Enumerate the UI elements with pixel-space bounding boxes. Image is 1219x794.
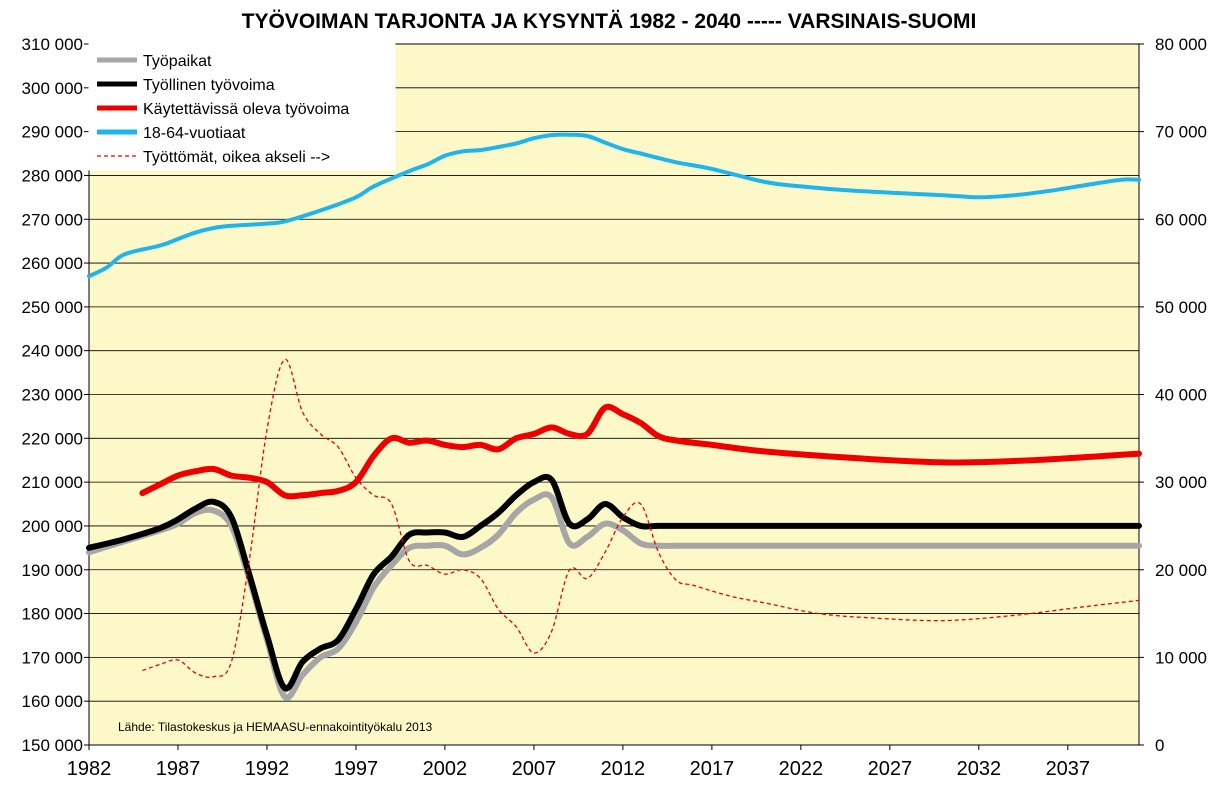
y2-tick-label: 20 000 — [1155, 561, 1207, 580]
y-tick-label: 250 000 — [22, 298, 83, 317]
series-line-1 — [86, 473, 1142, 692]
x-tick-label: 1992 — [245, 758, 290, 780]
y2-tick-label: 80 000 — [1155, 35, 1207, 54]
y-tick-label: 310 000 — [22, 35, 83, 54]
legend-label-3: 18-64-vuotiaat — [143, 125, 246, 142]
y-tick-label: 180 000 — [22, 605, 83, 624]
y2-tick-label: 0 — [1155, 736, 1164, 755]
y-tick-label: 280 000 — [22, 166, 83, 185]
x-axis: 1982 1987 1992 1997 2002 2007 2012 2017 2022 2027… — [67, 745, 1090, 780]
x-tick-label: 2012 — [601, 758, 646, 780]
x-tick-label: 1997 — [334, 758, 379, 780]
x-tick-label: 1987 — [156, 758, 201, 780]
legend-label-1: Työllinen työvoima — [143, 77, 275, 94]
y-tick-label: 150 000 — [22, 736, 83, 755]
y-tick-label: 160 000 — [22, 692, 83, 711]
y2-tick-label: 50 000 — [1155, 298, 1207, 317]
x-tick-label: 2037 — [1046, 758, 1091, 780]
y-tick-label: 190 000 — [22, 561, 83, 580]
y2-tick-label: 30 000 — [1155, 473, 1207, 492]
series-layer — [86, 132, 1142, 701]
x-tick-label: 2022 — [779, 758, 824, 780]
y2-tick-label: 70 000 — [1155, 123, 1207, 142]
legend-label-0: Työpaikat — [143, 53, 212, 70]
y-tick-label: 270 000 — [22, 210, 83, 229]
x-tick-label: 1982 — [67, 758, 112, 780]
legend: Työpaikat Työllinen työvoima Käytettävissä… — [88, 43, 396, 171]
y-tick-label: 260 000 — [22, 254, 83, 273]
series-line-4 — [142, 358, 1140, 678]
legend-box — [88, 43, 396, 171]
source-note: Lähde: Tilastokeskus ja HEMAASU-ennakoin… — [118, 720, 433, 734]
y-tick-label: 170 000 — [22, 648, 83, 667]
x-tick-label: 2007 — [512, 758, 557, 780]
y-tick-label: 230 000 — [22, 386, 83, 405]
y2-tick-label: 40 000 — [1155, 386, 1207, 405]
x-tick-label: 2027 — [868, 758, 913, 780]
y-tick-label: 220 000 — [22, 429, 83, 448]
series-line-3 — [87, 132, 1141, 279]
series-line-2 — [139, 403, 1142, 500]
legend-label-4: Työttömät, oikea akseli --> — [143, 149, 330, 166]
y-axis-right: 0 10 000 20 000 30 000 40 000 50 000 60 000 70 … — [1139, 35, 1207, 755]
y-axis-left: 150 000 160 000 170 000 180 000 190 000 200 0… — [22, 35, 83, 755]
gridlines — [84, 43, 1139, 746]
y-tick-label: 210 000 — [22, 473, 83, 492]
y-tick-label: 200 000 — [22, 517, 83, 536]
y-tick-label: 300 000 — [22, 79, 83, 98]
y-tick-label: 240 000 — [22, 342, 83, 361]
y2-tick-label: 60 000 — [1155, 210, 1207, 229]
x-tick-label: 2002 — [423, 758, 468, 780]
legend-label-2: Käytettävissä oleva työvoima — [143, 101, 349, 118]
x-tick-label: 2017 — [690, 758, 735, 780]
chart-title: TYÖVOIMAN TARJONTA JA KYSYNTÄ 1982 - 204… — [242, 10, 977, 33]
y-tick-label: 290 000 — [22, 123, 83, 142]
x-tick-label: 2032 — [957, 758, 1002, 780]
y2-tick-label: 10 000 — [1155, 648, 1207, 667]
